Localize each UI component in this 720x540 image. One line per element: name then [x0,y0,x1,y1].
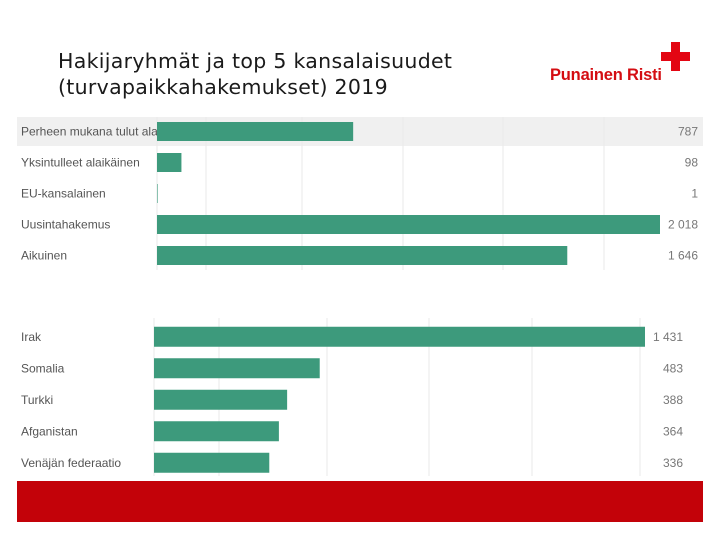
category-label: Aikuinen [21,249,67,263]
slide-title: Hakijaryhmät ja top 5 kansalaisuudet (tu… [58,48,538,100]
value-label: 388 [663,393,683,407]
category-label: Venäjän federaatio [21,456,121,470]
bar [157,215,660,234]
bar [154,358,320,379]
value-label: 364 [663,424,683,438]
highlight-row [17,117,703,146]
bar [157,153,182,172]
bar [154,389,288,410]
bar [154,452,270,473]
value-label: 1 [691,187,698,201]
value-label: 483 [663,361,683,375]
value-label: 98 [685,156,699,170]
category-label: Somalia [21,361,65,375]
value-label: 2 018 [668,218,698,232]
footer-bar [17,481,703,522]
value-label: 1 431 [653,330,683,344]
value-label: 336 [663,456,683,470]
red-cross-icon [661,42,690,71]
category-label: Turkki [21,393,53,407]
category-label: Perheen mukana tulut ala... [21,125,168,139]
title-line-2: (turvapaikkahakemukset) 2019 [58,75,388,99]
value-label: 1 646 [668,249,698,263]
bar [154,326,645,347]
category-label: Yksintulleet alaikäinen [21,156,140,170]
category-label: Afganistan [21,424,78,438]
chart-panel-1: Perheen mukana tulut ala... 787 Yksintulle… [17,117,703,270]
red-cross-logo: Punainen Risti [550,40,695,92]
logo-text: Punainen Risti [550,66,662,84]
category-label: Irak [21,330,42,344]
category-label: EU-kansalainen [21,187,106,201]
bar [157,184,158,203]
category-label: Uusintahakemus [21,218,110,232]
title-line-1: Hakijaryhmät ja top 5 kansalaisuudet [58,49,453,73]
chart-panel-2: Irak 1 431 Somalia 483 Turkki 388 Afganistan 36… [21,318,683,476]
bar [157,122,354,141]
value-label: 787 [678,125,698,139]
bar [157,246,568,265]
bar [154,421,279,442]
